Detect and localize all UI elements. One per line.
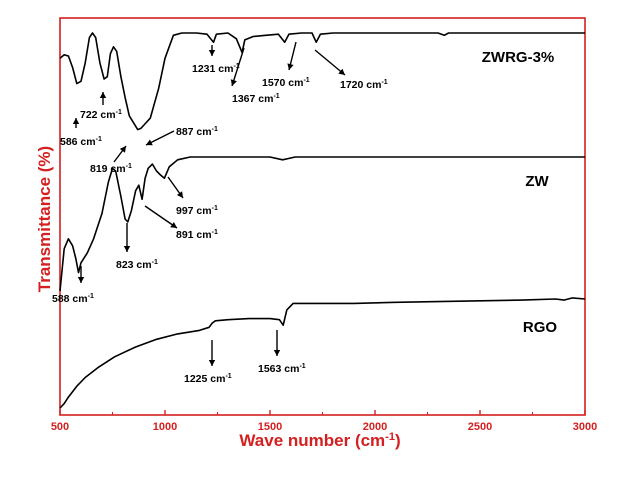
peak-label: 891 cm-1 bbox=[176, 229, 218, 241]
peak-label: 722 cm-1 bbox=[80, 109, 122, 121]
y-axis-title: Transmittance (%) bbox=[35, 146, 54, 292]
annotation-arrowhead bbox=[72, 118, 80, 124]
annotation-arrowhead bbox=[230, 79, 237, 86]
annotation-arrow bbox=[231, 47, 245, 87]
x-axis-title: Wave number (cm-1) bbox=[239, 431, 400, 450]
peak-label: 823 cm-1 bbox=[116, 259, 158, 271]
annotation-arrowhead bbox=[170, 222, 177, 228]
series-label: RGO bbox=[523, 319, 558, 336]
x-tick-label: 2500 bbox=[468, 421, 492, 433]
x-tick-label: 1500 bbox=[258, 421, 282, 433]
series-line-zwrg-3- bbox=[59, 32, 585, 131]
series-lines bbox=[59, 32, 586, 409]
annotation-arrowhead bbox=[176, 191, 183, 198]
peak-label: 1367 cm-1 bbox=[232, 93, 280, 105]
series-labels: ZWRG-3% ZW RGO bbox=[482, 49, 558, 336]
peak-label: 1231 cm-1 bbox=[192, 63, 240, 75]
annotation-arrowhead bbox=[273, 350, 281, 356]
annotation-arrowhead bbox=[99, 92, 107, 98]
peak-label: 1225 cm-1 bbox=[184, 373, 232, 385]
annotation-arrow bbox=[314, 49, 346, 76]
peak-label: 887 cm-1 bbox=[176, 126, 218, 138]
x-tick-label: 2000 bbox=[363, 421, 387, 433]
peak-label: 819 cm-1 bbox=[90, 163, 132, 175]
annotation-arrowhead bbox=[123, 246, 131, 252]
peak-label: 588 cm-1 bbox=[52, 293, 94, 305]
x-tick-label: 3000 bbox=[573, 421, 597, 433]
x-tick-label: 500 bbox=[51, 421, 69, 433]
annotation-arrowhead bbox=[119, 146, 126, 153]
annotation-arrowhead bbox=[208, 50, 216, 56]
peak-annotations: 586 cm-1 722 cm-1 819 cm-1 887 cm-1 1231 cm-… bbox=[52, 41, 388, 385]
annotation-arrowhead bbox=[77, 277, 85, 283]
annotation-arrowhead bbox=[287, 63, 294, 70]
peak-label: 1720 cm-1 bbox=[340, 79, 388, 91]
series-line-zw bbox=[59, 156, 585, 291]
peak-label: 997 cm-1 bbox=[176, 205, 218, 217]
series-label: ZW bbox=[525, 173, 549, 190]
series-line-rgo bbox=[59, 297, 586, 409]
peak-label: 586 cm-1 bbox=[60, 136, 102, 148]
plot-frame bbox=[59, 17, 586, 416]
annotation-arrowhead bbox=[338, 68, 345, 75]
series-label: ZWRG-3% bbox=[482, 49, 555, 66]
annotation-arrow bbox=[144, 205, 178, 229]
x-axis-ticks: 500 1000 1500 2000 2500 3000 bbox=[51, 410, 597, 433]
peak-label: 1570 cm-1 bbox=[262, 77, 310, 89]
x-tick-label: 1000 bbox=[153, 421, 177, 433]
annotation-arrowhead bbox=[146, 139, 153, 146]
peak-label: 1563 cm-1 bbox=[258, 363, 306, 375]
annotation-arrowhead bbox=[208, 360, 216, 366]
